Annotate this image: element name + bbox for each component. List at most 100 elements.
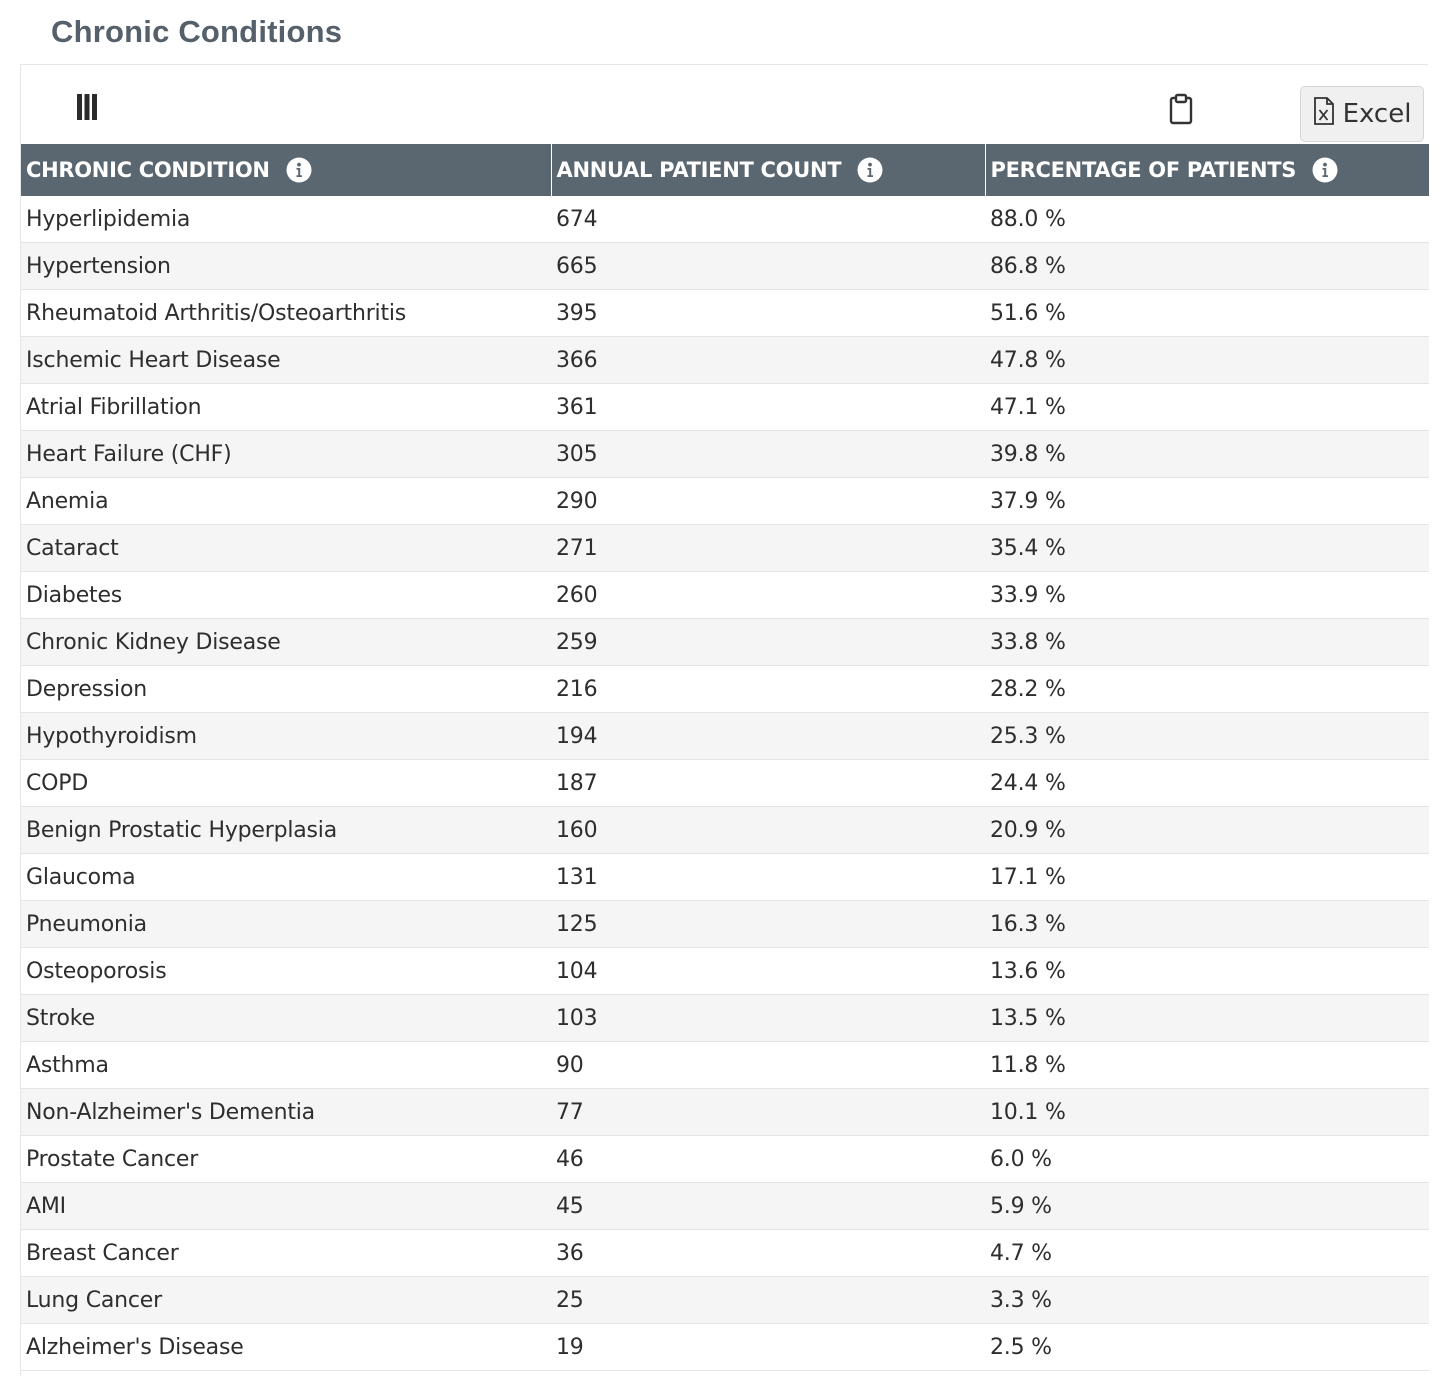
page-title: Chronic Conditions bbox=[51, 14, 343, 49]
cell-percentage: 16.3 % bbox=[985, 900, 1429, 948]
cell-patient-count: 216 bbox=[551, 665, 985, 713]
cell-percentage: 25.3 % bbox=[985, 712, 1429, 760]
cell-condition: Hyperlipidemia bbox=[21, 196, 551, 243]
cell-patient-count: 361 bbox=[551, 383, 985, 431]
table-row[interactable]: Diabetes 260 33.9 % bbox=[21, 571, 1429, 619]
cell-patient-count: 395 bbox=[551, 289, 985, 337]
table-body: Hyperlipidemia 674 88.0 % Hypertension 665 86… bbox=[21, 196, 1429, 1371]
cell-condition: Pneumonia bbox=[21, 900, 551, 948]
cell-condition: Ischemic Heart Disease bbox=[21, 336, 551, 384]
cell-patient-count: 259 bbox=[551, 618, 985, 666]
cell-condition: COPD bbox=[21, 759, 551, 807]
cell-patient-count: 290 bbox=[551, 477, 985, 525]
cell-patient-count: 260 bbox=[551, 571, 985, 619]
cell-patient-count: 160 bbox=[551, 806, 985, 854]
cell-percentage: 24.4 % bbox=[985, 759, 1429, 807]
table-row[interactable]: Ischemic Heart Disease 366 47.8 % bbox=[21, 336, 1429, 384]
table-row[interactable]: Hyperlipidemia 674 88.0 % bbox=[21, 196, 1429, 243]
table-row[interactable]: AMI 45 5.9 % bbox=[21, 1182, 1429, 1230]
cell-condition: Glaucoma bbox=[21, 853, 551, 901]
cell-patient-count: 25 bbox=[551, 1276, 985, 1324]
table-row[interactable]: Glaucoma 131 17.1 % bbox=[21, 853, 1429, 901]
cell-condition: Osteoporosis bbox=[21, 947, 551, 995]
cell-condition: Lung Cancer bbox=[21, 1276, 551, 1324]
cell-percentage: 47.8 % bbox=[985, 336, 1429, 384]
table-row[interactable]: Stroke 103 13.5 % bbox=[21, 994, 1429, 1042]
header-percentage-of-patients[interactable]: PERCENTAGE OF PATIENTS bbox=[985, 144, 1429, 196]
cell-percentage: 20.9 % bbox=[985, 806, 1429, 854]
cell-condition: Hypothyroidism bbox=[21, 712, 551, 760]
table-row[interactable]: Hypothyroidism 194 25.3 % bbox=[21, 712, 1429, 760]
table-row[interactable]: Hypertension 665 86.8 % bbox=[21, 242, 1429, 290]
cell-patient-count: 36 bbox=[551, 1229, 985, 1277]
cell-condition: Hypertension bbox=[21, 242, 551, 290]
table-row[interactable]: Pneumonia 125 16.3 % bbox=[21, 900, 1429, 948]
cell-condition: Rheumatoid Arthritis/Osteoarthritis bbox=[21, 289, 551, 337]
data-grid-panel: Excel CHRONIC CONDITION ANNUAL PATIENT CO… bbox=[20, 64, 1429, 1376]
cell-condition: Chronic Kidney Disease bbox=[21, 618, 551, 666]
table-row[interactable]: COPD 187 24.4 % bbox=[21, 759, 1429, 807]
table-row[interactable]: Atrial Fibrillation 361 47.1 % bbox=[21, 383, 1429, 431]
cell-percentage: 17.1 % bbox=[985, 853, 1429, 901]
cell-patient-count: 90 bbox=[551, 1041, 985, 1089]
table-row[interactable]: Heart Failure (CHF) 305 39.8 % bbox=[21, 430, 1429, 478]
cell-patient-count: 131 bbox=[551, 853, 985, 901]
cell-patient-count: 665 bbox=[551, 242, 985, 290]
cell-condition: Prostate Cancer bbox=[21, 1135, 551, 1183]
cell-percentage: 4.7 % bbox=[985, 1229, 1429, 1277]
cell-percentage: 35.4 % bbox=[985, 524, 1429, 572]
cell-condition: Anemia bbox=[21, 477, 551, 525]
table-row[interactable]: Lung Cancer 25 3.3 % bbox=[21, 1276, 1429, 1324]
table-row[interactable]: Prostate Cancer 46 6.0 % bbox=[21, 1135, 1429, 1183]
table-row[interactable]: Alzheimer's Disease 19 2.5 % bbox=[21, 1323, 1429, 1371]
cell-patient-count: 305 bbox=[551, 430, 985, 478]
clipboard-icon[interactable] bbox=[1167, 93, 1195, 125]
cell-percentage: 39.8 % bbox=[985, 430, 1429, 478]
column-header-label: ANNUAL PATIENT COUNT bbox=[556, 158, 842, 182]
cell-condition: Non-Alzheimer's Dementia bbox=[21, 1088, 551, 1136]
table-row[interactable]: Anemia 290 37.9 % bbox=[21, 477, 1429, 525]
cell-patient-count: 187 bbox=[551, 759, 985, 807]
cell-patient-count: 104 bbox=[551, 947, 985, 995]
cell-percentage: 47.1 % bbox=[985, 383, 1429, 431]
columns-icon[interactable] bbox=[73, 92, 101, 124]
cell-percentage: 88.0 % bbox=[985, 196, 1429, 243]
cell-condition: Alzheimer's Disease bbox=[21, 1323, 551, 1371]
cell-percentage: 6.0 % bbox=[985, 1135, 1429, 1183]
chronic-conditions-table: CHRONIC CONDITION ANNUAL PATIENT COUNT PER… bbox=[21, 144, 1429, 1371]
table-row[interactable]: Asthma 90 11.8 % bbox=[21, 1041, 1429, 1089]
cell-condition: Depression bbox=[21, 665, 551, 713]
header-chronic-condition[interactable]: CHRONIC CONDITION bbox=[21, 144, 552, 196]
cell-patient-count: 46 bbox=[551, 1135, 985, 1183]
grid-toolbar: Excel bbox=[21, 65, 1429, 144]
cell-patient-count: 19 bbox=[551, 1323, 985, 1371]
table-row[interactable]: Depression 216 28.2 % bbox=[21, 665, 1429, 713]
cell-patient-count: 125 bbox=[551, 900, 985, 948]
cell-condition: Stroke bbox=[21, 994, 551, 1042]
cell-patient-count: 45 bbox=[551, 1182, 985, 1230]
info-icon[interactable] bbox=[1312, 157, 1338, 183]
cell-condition: Heart Failure (CHF) bbox=[21, 430, 551, 478]
info-icon[interactable] bbox=[286, 157, 312, 183]
cell-patient-count: 103 bbox=[551, 994, 985, 1042]
cell-percentage: 33.9 % bbox=[985, 571, 1429, 619]
table-row[interactable]: Chronic Kidney Disease 259 33.8 % bbox=[21, 618, 1429, 666]
table-row[interactable]: Benign Prostatic Hyperplasia 160 20.9 % bbox=[21, 806, 1429, 854]
excel-button-label: Excel bbox=[1342, 99, 1412, 129]
cell-percentage: 86.8 % bbox=[985, 242, 1429, 290]
cell-percentage: 51.6 % bbox=[985, 289, 1429, 337]
cell-percentage: 11.8 % bbox=[985, 1041, 1429, 1089]
cell-patient-count: 366 bbox=[551, 336, 985, 384]
header-annual-patient-count[interactable]: ANNUAL PATIENT COUNT bbox=[551, 144, 986, 196]
table-row[interactable]: Non-Alzheimer's Dementia 77 10.1 % bbox=[21, 1088, 1429, 1136]
cell-percentage: 3.3 % bbox=[985, 1276, 1429, 1324]
export-excel-button[interactable]: Excel bbox=[1300, 86, 1424, 142]
table-row[interactable]: Rheumatoid Arthritis/Osteoarthritis 395 51… bbox=[21, 289, 1429, 337]
table-row[interactable]: Osteoporosis 104 13.6 % bbox=[21, 947, 1429, 995]
info-icon[interactable] bbox=[857, 157, 883, 183]
table-row[interactable]: Breast Cancer 36 4.7 % bbox=[21, 1229, 1429, 1277]
cell-condition: Asthma bbox=[21, 1041, 551, 1089]
cell-percentage: 2.5 % bbox=[985, 1323, 1429, 1371]
table-row[interactable]: Cataract 271 35.4 % bbox=[21, 524, 1429, 572]
cell-percentage: 37.9 % bbox=[985, 477, 1429, 525]
